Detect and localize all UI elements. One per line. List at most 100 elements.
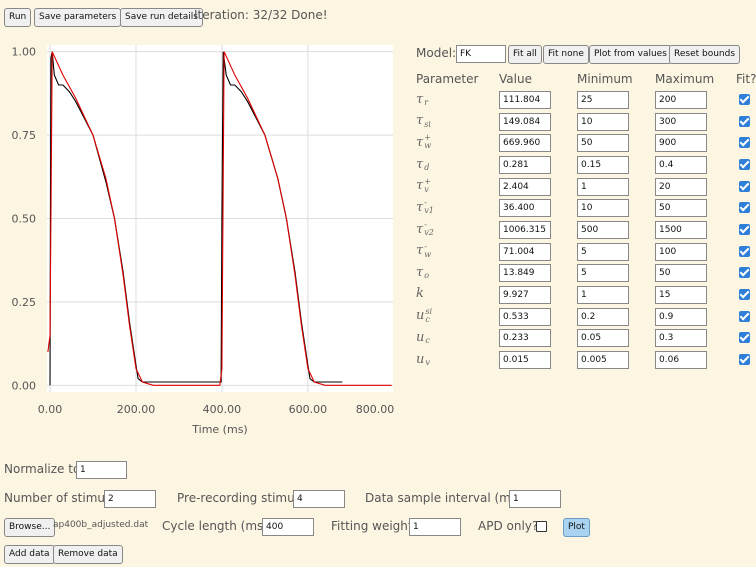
min-input[interactable]: 0.15 bbox=[577, 156, 629, 174]
parameter-symbol: τ​o bbox=[416, 264, 429, 280]
fit-checkbox[interactable] bbox=[739, 267, 750, 279]
min-input[interactable]: 0.05 bbox=[577, 329, 629, 348]
fit-checkbox[interactable] bbox=[739, 137, 750, 149]
fit-checkbox[interactable] bbox=[739, 289, 750, 301]
min-input[interactable]: 50 bbox=[577, 134, 629, 153]
value-input[interactable]: 0.233 bbox=[499, 329, 551, 348]
fit-checkbox[interactable] bbox=[739, 245, 750, 257]
fit-checkbox[interactable] bbox=[739, 159, 750, 170]
min-input[interactable]: 5 bbox=[577, 264, 629, 283]
script: ​d bbox=[424, 156, 429, 172]
script: + v bbox=[424, 177, 431, 194]
browse-button[interactable]: Browse... bbox=[4, 518, 56, 537]
plot-button[interactable]: Plot bbox=[563, 518, 590, 537]
model-button[interactable]: Fit all bbox=[508, 45, 542, 64]
label: Data sample interval (ms) bbox=[365, 491, 522, 505]
symbol: τ bbox=[416, 178, 424, 194]
table-header: Minimum bbox=[577, 72, 633, 86]
max-input[interactable]: 50 bbox=[655, 264, 707, 283]
remove-button[interactable]: Remove data bbox=[53, 545, 123, 564]
value-input[interactable]: 1006.315 bbox=[499, 221, 551, 240]
min-input[interactable]: 10 bbox=[577, 112, 629, 131]
max-input[interactable]: 50 bbox=[655, 199, 707, 218]
max-input[interactable]: 20 bbox=[655, 177, 707, 196]
min-input[interactable]: 5 bbox=[577, 242, 629, 261]
max-input[interactable]: 0.06 bbox=[655, 351, 707, 370]
parameter-symbol: τ​r bbox=[416, 91, 428, 107]
label: Fitting weight bbox=[331, 519, 413, 533]
sup: - bbox=[424, 241, 427, 251]
max-input[interactable]: 300 bbox=[655, 112, 707, 131]
label: Cycle length (ms) bbox=[162, 519, 268, 533]
max-input[interactable]: 0.3 bbox=[655, 329, 707, 348]
model-button[interactable]: Plot from values bbox=[589, 45, 672, 64]
max-input[interactable]: 0.4 bbox=[655, 156, 707, 174]
data-line bbox=[47, 51, 392, 386]
value-input[interactable]: 9.927 bbox=[499, 286, 551, 305]
fit-checkbox[interactable] bbox=[739, 94, 750, 105]
input[interactable]: 1 bbox=[509, 490, 561, 508]
fit-checkbox[interactable] bbox=[739, 115, 750, 127]
value-input[interactable]: 13.849 bbox=[499, 264, 551, 283]
max-input[interactable]: 200 bbox=[655, 91, 707, 109]
apd-checkbox[interactable] bbox=[536, 521, 547, 532]
input[interactable]: 1 bbox=[409, 518, 461, 536]
value-input[interactable]: 111.804 bbox=[499, 91, 551, 109]
input[interactable]: 1 bbox=[76, 461, 127, 479]
script: -w bbox=[424, 241, 431, 259]
parameter-symbol: τ + w bbox=[416, 134, 431, 150]
script: si c bbox=[425, 307, 432, 324]
min-input[interactable]: 1 bbox=[577, 177, 629, 196]
fit-checkbox[interactable] bbox=[739, 180, 750, 192]
max-input[interactable]: 15 bbox=[655, 286, 707, 305]
toolbar-button[interactable]: Save run details bbox=[120, 8, 203, 27]
max-input[interactable]: 0.9 bbox=[655, 307, 707, 326]
input[interactable]: 400 bbox=[262, 518, 314, 536]
min-input[interactable]: 0.005 bbox=[577, 351, 629, 370]
x-tick-label: 800.00 bbox=[356, 403, 395, 416]
symbol: τ bbox=[416, 91, 424, 107]
model-button[interactable]: Reset bounds bbox=[669, 45, 741, 64]
script: - v2 bbox=[424, 221, 434, 237]
value-input[interactable]: 149.084 bbox=[499, 112, 551, 131]
fit-checkbox[interactable] bbox=[739, 310, 750, 322]
parameter-symbol: u si c bbox=[416, 307, 432, 324]
min-input[interactable]: 25 bbox=[577, 91, 629, 109]
value-input[interactable]: 0.015 bbox=[499, 351, 551, 370]
script: - v1 bbox=[424, 199, 434, 215]
sub: v1 bbox=[424, 206, 434, 216]
min-input[interactable]: 10 bbox=[577, 199, 629, 218]
script: + w bbox=[424, 134, 431, 150]
value-input[interactable]: 36.400 bbox=[499, 199, 551, 218]
min-input[interactable]: 0.2 bbox=[577, 307, 629, 326]
max-input[interactable]: 900 bbox=[655, 134, 707, 153]
max-input[interactable]: 1500 bbox=[655, 221, 707, 240]
table-header: Maximum bbox=[655, 72, 715, 86]
value-input[interactable]: 71.004 bbox=[499, 242, 551, 261]
value-input[interactable]: 669.960 bbox=[499, 134, 551, 153]
value-input[interactable]: 0.533 bbox=[499, 307, 551, 326]
min-input[interactable]: 500 bbox=[577, 221, 629, 240]
add-button[interactable]: Add data bbox=[4, 545, 55, 564]
fit-checkbox[interactable] bbox=[739, 354, 750, 366]
y-tick-label: 0.50 bbox=[12, 213, 37, 226]
model-button[interactable]: Fit none bbox=[543, 45, 589, 64]
fit-checkbox[interactable] bbox=[739, 224, 750, 236]
max-input[interactable]: 100 bbox=[655, 242, 707, 261]
parameter-symbol: u​c bbox=[416, 329, 430, 345]
sub: c bbox=[425, 336, 430, 346]
input[interactable]: 2 bbox=[104, 490, 156, 508]
model-select[interactable]: FK bbox=[456, 45, 506, 63]
fit-checkbox[interactable] bbox=[739, 332, 750, 344]
x-tick-label: 600.00 bbox=[289, 403, 328, 416]
status-text: Iteration: 32/32 Done! bbox=[194, 8, 328, 22]
input[interactable]: 4 bbox=[293, 490, 345, 508]
symbol: u bbox=[416, 329, 425, 345]
sub: v bbox=[424, 184, 429, 194]
value-input[interactable]: 2.404 bbox=[499, 177, 551, 196]
min-input[interactable]: 1 bbox=[577, 286, 629, 305]
fit-checkbox[interactable] bbox=[739, 202, 750, 214]
toolbar-button[interactable]: Run bbox=[4, 8, 32, 27]
x-axis-label: Time (ms) bbox=[191, 423, 247, 436]
value-input[interactable]: 0.281 bbox=[499, 156, 551, 174]
